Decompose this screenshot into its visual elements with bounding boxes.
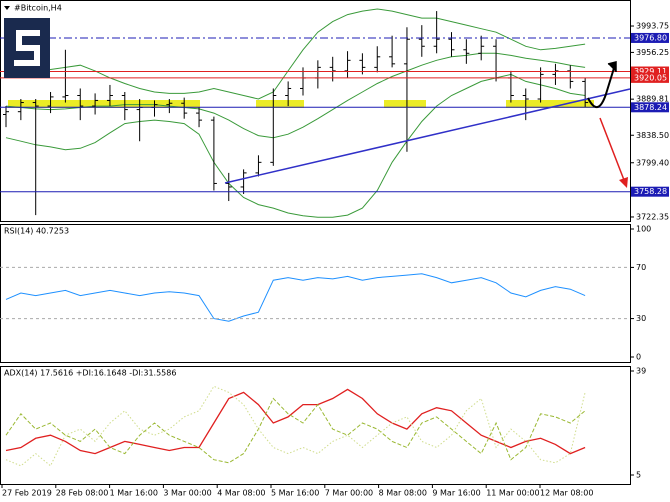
x-tick-label: 9 Mar 16:00 — [432, 489, 480, 498]
level-tag — [631, 186, 669, 197]
y-tick-label: 3799.40 — [636, 158, 669, 167]
series-line — [5, 273, 586, 322]
y-tick-label: 3993.75 — [636, 22, 669, 31]
x-tick-label: 1 Mar 16:00 — [110, 489, 158, 498]
level-label: 3878.24 — [634, 103, 667, 112]
y-tick-label: 3838.50 — [636, 131, 669, 140]
highlight — [256, 100, 304, 108]
logo-mark — [14, 30, 40, 66]
level-tag — [631, 72, 669, 83]
level-label: 3976.80 — [634, 33, 667, 42]
series-line — [5, 73, 586, 218]
annotations — [224, 61, 631, 188]
y-tick-label: 3722.35 — [636, 212, 669, 221]
y-tick-label: 0 — [636, 353, 641, 362]
x-tick-label: 27 Feb 2019 — [2, 489, 52, 498]
series-line — [5, 385, 586, 467]
highlight — [506, 100, 594, 108]
x-tick-label: 8 Mar 08:00 — [379, 489, 427, 498]
y-tick-label: 3889.81 — [636, 95, 669, 104]
y-tick-label: 70 — [636, 263, 646, 272]
level-label: 3758.28 — [634, 187, 667, 196]
adx-frame — [0, 366, 631, 485]
highlight — [384, 100, 426, 108]
x-tick-label: 7 Mar 00:00 — [325, 489, 373, 498]
rsi-title: RSI(14) 40.7253 — [4, 227, 69, 236]
arrow-up — [587, 67, 615, 108]
highlight — [64, 100, 200, 108]
arrow-down — [599, 117, 625, 181]
chart-title: #Bitcoin,H4 — [14, 4, 62, 13]
series-line — [5, 397, 586, 464]
main-frame — [0, 0, 631, 222]
level-label: 3920.05 — [634, 73, 667, 82]
series-line — [5, 52, 586, 139]
level-label: 3929.11 — [634, 67, 667, 76]
adx-title: ADX(14) 17.5616 +DI:16.1648 -DI:31.5586 — [4, 369, 176, 378]
y-tick-label: 39 — [636, 367, 646, 376]
plot: 3993.75 3956.25 3889.81 3838.50 3799.40 3722.… — [0, 8, 669, 498]
x-tick-label: 4 Mar 08:00 — [217, 489, 265, 498]
level-tag — [631, 66, 669, 77]
y-tick-label: 3956.25 — [636, 48, 669, 57]
y-tick-label: 5 — [636, 471, 641, 480]
menu-icon — [4, 6, 10, 10]
rsi-frame — [0, 224, 631, 363]
x-tick-label: 28 Feb 08:00 — [56, 489, 108, 498]
x-tick-label: 3 Mar 00:00 — [163, 489, 211, 498]
level-tag — [631, 32, 669, 43]
arrow-head — [607, 61, 617, 72]
y-tick-label: 100 — [636, 225, 651, 234]
logo — [4, 18, 50, 78]
y-tick-label: 30 — [636, 314, 646, 323]
x-tick-label: 12 Mar 08:00 — [540, 489, 593, 498]
arrow-head — [619, 177, 628, 188]
x-tick-label: 5 Mar 16:00 — [271, 489, 319, 498]
x-tick-label: 11 Mar 00:00 — [486, 489, 539, 498]
series-line — [5, 8, 586, 100]
level-tag — [631, 102, 669, 113]
trend-line — [224, 88, 631, 184]
